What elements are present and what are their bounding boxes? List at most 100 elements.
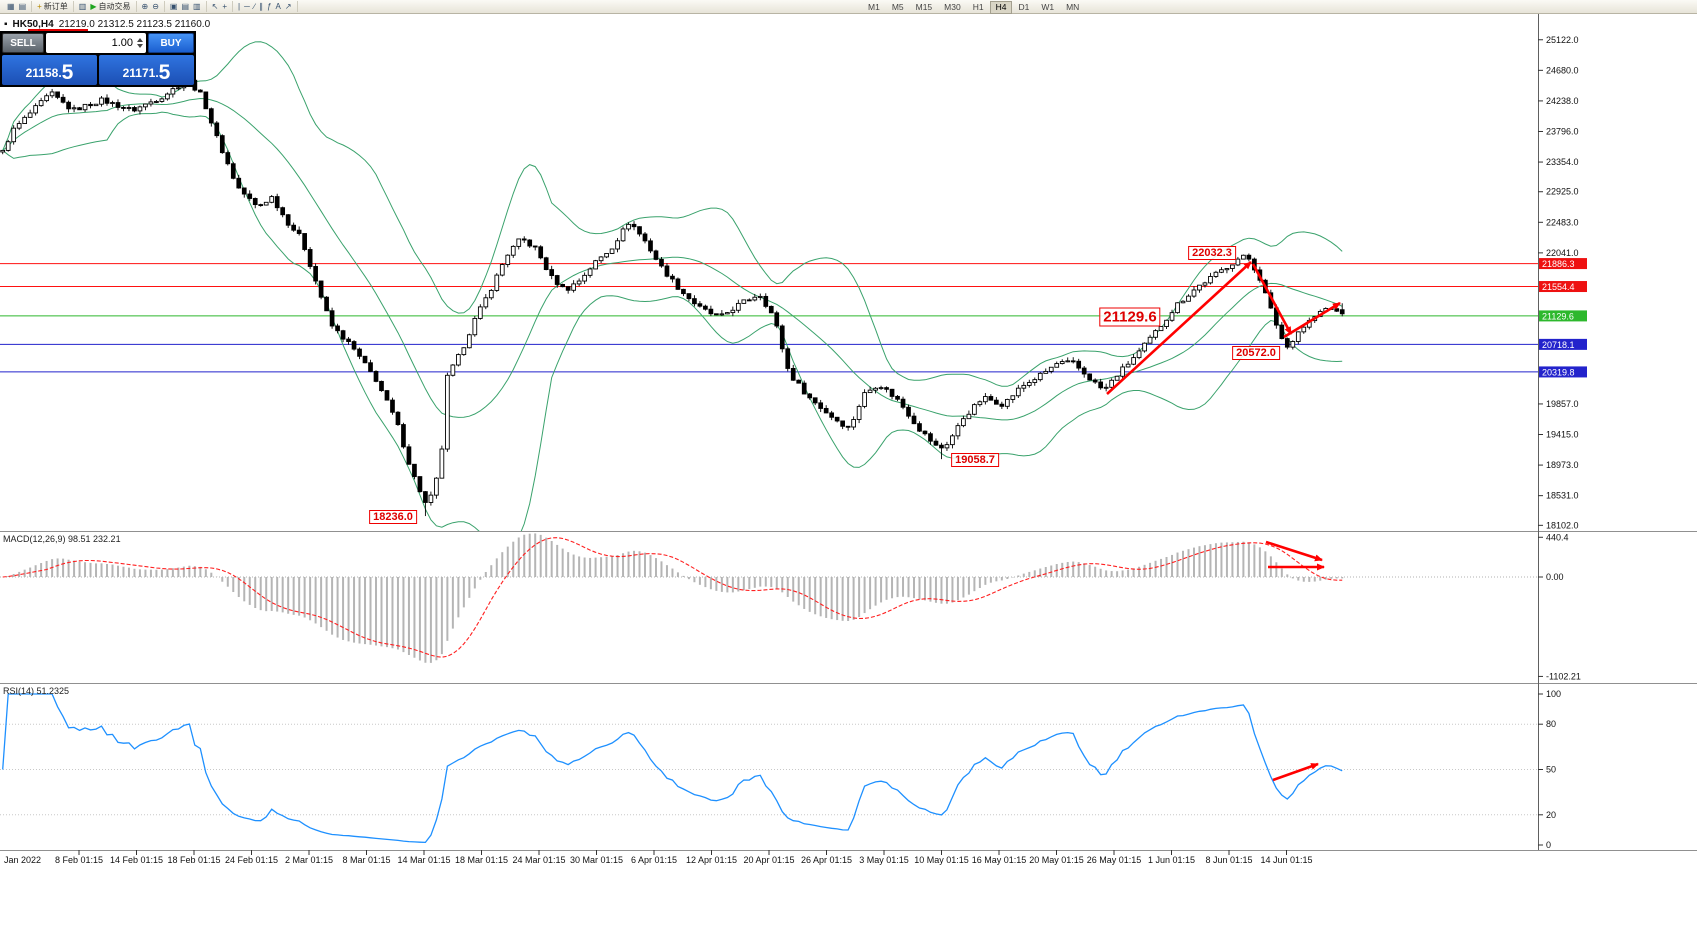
candle-body	[0, 149, 6, 153]
autotrading-button[interactable]: ▶ 自动交易	[88, 1, 132, 12]
date-label: 6 Apr 01:15	[631, 855, 677, 865]
bid-price[interactable]: 21158. 5	[2, 55, 97, 85]
candle-body	[329, 310, 335, 327]
volume-up-icon[interactable]	[137, 38, 143, 42]
rsi-tick-label: 80	[1546, 719, 1556, 729]
text-label-button[interactable]: A	[274, 1, 283, 12]
toolbar-group: + 新订单	[32, 1, 74, 12]
candle-body	[203, 91, 209, 110]
timeframe-bar: M1 M5 M15 M30 H1 H4 D1 W1 MN	[862, 1, 1085, 14]
candle-body	[307, 249, 313, 267]
zoom-out-button[interactable]: ⊖	[150, 1, 161, 12]
date-label: 18 Feb 01:15	[167, 855, 220, 865]
timeframe-h4[interactable]: H4	[989, 1, 1013, 14]
candle-body	[241, 187, 247, 195]
candle-body	[1230, 264, 1235, 269]
price-tick-label: 24680.0	[1546, 65, 1579, 75]
candle-body	[1290, 341, 1296, 348]
candle-body	[725, 312, 730, 315]
trend-arrow[interactable]	[1265, 540, 1323, 562]
timeframe-m30[interactable]: M30	[944, 2, 961, 12]
price-chart[interactable]: 25122.0 24680.0 24238.0 23796.0 23354.0 22925…	[0, 14, 1697, 939]
candle-body	[1284, 338, 1290, 348]
date-label: 3 May 01:15	[859, 855, 909, 865]
new-chart-button[interactable]: ▦	[5, 1, 17, 12]
candle-body	[33, 105, 38, 114]
fibonacci-button[interactable]: ƒ	[265, 1, 273, 12]
candle-body	[1158, 326, 1164, 332]
candle-body	[768, 305, 774, 314]
candle-body	[609, 248, 615, 254]
price-tick-label: 22041.0	[1546, 248, 1579, 258]
chart-list-button[interactable]: ▤	[179, 1, 191, 12]
crosshair-button[interactable]: +	[220, 1, 229, 12]
timeframe-m1[interactable]: M1	[868, 2, 880, 12]
timeframe-m15[interactable]: M15	[915, 2, 933, 12]
candle-body	[1136, 350, 1142, 359]
volume-down-icon[interactable]	[137, 44, 143, 48]
candle-body	[730, 309, 736, 314]
candle-body	[1301, 326, 1307, 333]
candle-body	[884, 387, 889, 390]
trendline-button[interactable]: ∕	[252, 1, 257, 12]
ask-price[interactable]: 21171. 5	[99, 55, 194, 85]
chart-shift-button[interactable]: ▥	[77, 1, 89, 12]
candle-body	[1114, 375, 1120, 381]
sell-button[interactable]: SELL	[2, 33, 44, 53]
trend-arrow[interactable]	[1106, 261, 1252, 395]
candle-body	[219, 135, 225, 154]
tile-windows-button[interactable]: ▣	[168, 1, 180, 12]
new-order-button[interactable]: + 新订单	[35, 1, 70, 12]
candle-body	[159, 98, 165, 102]
candle-body	[126, 107, 132, 109]
candle-body	[510, 245, 516, 256]
chart-area: 25122.0 24680.0 24238.0 23796.0 23354.0 22925…	[0, 14, 1697, 939]
timeframe-mn[interactable]: MN	[1066, 2, 1080, 12]
candle-body	[939, 444, 944, 449]
cursor-button[interactable]: ↖	[210, 1, 221, 12]
candle-body	[692, 298, 697, 305]
price-tick-label: 18973.0	[1546, 460, 1579, 470]
candle-body	[549, 269, 555, 276]
toolbar-group: ▥ ▶ 自动交易	[74, 1, 137, 12]
vertical-line-icon: |	[237, 1, 241, 11]
candle-body	[121, 106, 126, 109]
window-layout-button[interactable]: ▤	[17, 1, 29, 12]
timeframe-w1[interactable]: W1	[1041, 2, 1055, 12]
price-annotation[interactable]: 22032.3	[1188, 246, 1236, 260]
macd-tick-label: 440.4	[1546, 532, 1569, 542]
channel-button[interactable]: ∥	[257, 1, 265, 12]
candle-body	[856, 405, 862, 420]
buy-button[interactable]: BUY	[148, 33, 194, 53]
date-label: Jan 2022	[4, 855, 41, 865]
cursor-icon: ↖	[211, 1, 219, 11]
date-label: 24 Mar 01:15	[512, 855, 565, 865]
vertical-line-button[interactable]: |	[236, 1, 242, 12]
rsi-tick-label: 20	[1546, 810, 1556, 820]
candle-body	[445, 374, 450, 450]
volume-input[interactable]: 1.00	[46, 33, 146, 53]
candle-body	[401, 424, 406, 448]
candle-body	[439, 448, 445, 479]
trend-arrow[interactable]	[1251, 263, 1293, 335]
timeframe-d1[interactable]: D1	[1018, 2, 1030, 12]
candle-body	[247, 193, 253, 199]
trend-arrow[interactable]	[1272, 762, 1319, 782]
timeframe-h1[interactable]: H1	[972, 2, 984, 12]
candle-body	[664, 265, 670, 277]
autotrading-icon: ▶	[90, 1, 97, 11]
horizontal-line-button[interactable]: ─	[242, 1, 252, 12]
zoom-in-button[interactable]: ⊕	[140, 1, 151, 12]
price-annotation[interactable]: 21129.6	[1099, 307, 1161, 327]
chart-ohlc-label: 21219.0 21312.5 21123.5 21160.0	[58, 19, 211, 30]
price-annotation[interactable]: 19058.7	[951, 453, 999, 467]
trend-arrow[interactable]	[1283, 301, 1341, 339]
candle-body	[933, 440, 939, 446]
arrow-object-button[interactable]: ↗	[283, 1, 294, 12]
timeframe-m5[interactable]: M5	[891, 2, 904, 12]
data-window-button[interactable]: ▥	[191, 1, 203, 12]
candle-body	[66, 101, 71, 110]
price-annotation[interactable]: 18236.0	[369, 510, 417, 524]
candles	[0, 77, 1345, 517]
price-annotation[interactable]: 20572.0	[1232, 346, 1280, 360]
